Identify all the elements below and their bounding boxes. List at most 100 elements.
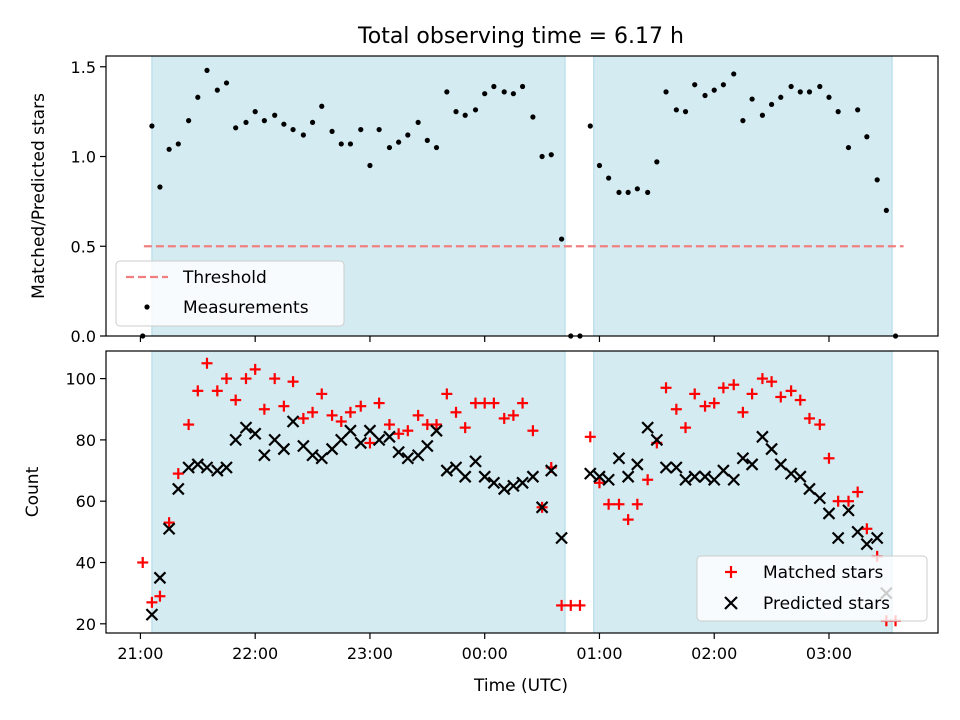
measurement-point — [462, 112, 468, 118]
measurement-point — [634, 186, 640, 192]
matched-star-point — [593, 477, 605, 489]
matched-star-point — [412, 409, 424, 421]
matched-star-point — [746, 388, 758, 400]
matched-star-point — [556, 599, 568, 611]
predicted-star-point — [593, 470, 606, 483]
predicted-star-point — [162, 522, 176, 536]
predicted-star-point — [220, 461, 233, 474]
measurement-point — [769, 101, 775, 108]
measurement-point — [482, 91, 488, 97]
predicted-star-point — [736, 452, 750, 465]
matched-star-point — [240, 373, 252, 385]
matched-star-point — [287, 376, 299, 388]
predicted-star-point — [784, 467, 798, 480]
predicted-star-point — [707, 473, 721, 487]
x-tick-label: 23:00 — [347, 644, 393, 663]
measurement-point — [817, 83, 823, 90]
measurement-point — [338, 141, 344, 147]
measurement-point — [797, 89, 803, 95]
legend-measurements-label: Measurements — [183, 298, 309, 318]
predicted-star-point — [631, 458, 644, 471]
measurement-point — [749, 96, 755, 102]
predicted-star-point — [211, 464, 224, 477]
predicted-star-point — [268, 433, 281, 447]
measurement-point — [424, 137, 430, 143]
matched-star-point — [307, 406, 319, 418]
y-tick-label: 0.5 — [71, 237, 96, 256]
matched-star-point — [737, 406, 749, 418]
measurement-point — [433, 144, 440, 151]
measurement-point — [596, 162, 603, 169]
predicted-star-point — [421, 439, 434, 453]
measurement-point — [874, 177, 880, 183]
predicted-star-point — [401, 452, 415, 465]
matched-star-point — [249, 363, 261, 375]
measurement-point — [347, 141, 354, 147]
ratio-legend-box — [115, 260, 345, 327]
matched-star-point — [728, 379, 740, 391]
count-legend-box — [696, 555, 928, 622]
measurement-point — [720, 82, 727, 88]
predicted-star-point — [870, 531, 884, 545]
ratio-panel-shaded-intervals — [151, 55, 893, 337]
measurement-point — [281, 121, 287, 127]
y-tick-label: 1.5 — [71, 58, 96, 77]
matched-star-point — [756, 373, 768, 385]
count-panel-ticks: 20 40 60 80 100 21:00 22:00 23:00 00:00 01:00 02:0… — [65, 370, 852, 663]
measurement-point — [530, 114, 536, 120]
measurement-point — [501, 89, 507, 95]
matched-star-point — [498, 412, 510, 424]
measurement-point — [692, 82, 698, 88]
legend-matched-label: Matched stars — [763, 563, 883, 583]
predicted-star-point — [803, 482, 816, 496]
measurement-point — [309, 119, 316, 126]
predicted-star-point — [354, 436, 368, 450]
predicted-star-point — [449, 461, 463, 474]
matched-star-point — [631, 498, 643, 510]
measurement-point — [252, 109, 258, 115]
predicted-star-point — [478, 470, 491, 483]
matched-star-point — [172, 468, 184, 480]
measurement-point — [453, 109, 459, 115]
shaded-interval — [593, 55, 893, 337]
measurement-point — [261, 118, 267, 124]
measurement-point — [415, 119, 421, 126]
matched-star-point — [459, 422, 471, 434]
predicted-star-point — [544, 464, 558, 477]
measurement-point — [702, 92, 708, 99]
matched-star-point — [574, 599, 586, 611]
measurement-point — [731, 71, 737, 77]
y-tick-label: 80 — [76, 431, 96, 450]
measurement-point — [444, 89, 450, 95]
measurement-point — [329, 128, 335, 134]
predicted-star-point — [717, 464, 730, 477]
x-tick-label: 03:00 — [806, 644, 852, 663]
matched-star-point — [344, 406, 356, 418]
predicted-star-point — [286, 415, 300, 428]
matched-star-point — [479, 397, 491, 409]
count-panel-legend: Matched stars Predicted stars — [696, 555, 928, 622]
measurement-point — [405, 132, 411, 138]
measurement-point — [616, 189, 622, 196]
predicted-star-point — [794, 470, 807, 483]
x-tick-label: 22:00 — [232, 644, 278, 663]
y-tick-label: 0.0 — [71, 327, 96, 346]
predicted-star-point — [277, 442, 291, 456]
measurement-point — [654, 159, 660, 165]
measurement-point — [606, 175, 612, 181]
matched-star-point — [670, 403, 682, 415]
predicted-star-point — [411, 448, 425, 462]
matched-star-point — [861, 523, 873, 535]
measurement-point — [645, 189, 651, 196]
measurement-point — [826, 94, 832, 100]
matched-star-point — [699, 400, 711, 412]
measurement-point — [223, 80, 230, 86]
measurement-point — [711, 87, 717, 93]
predicted-star-point — [688, 470, 701, 483]
measurement-point — [682, 109, 689, 115]
matched-star-point — [220, 373, 232, 385]
ratio-panel-ylabel: Matched/Predicted stars — [29, 93, 49, 299]
measurement-point — [855, 107, 861, 113]
figure-title: Total observing time = 6.17 h — [357, 24, 684, 49]
predicted-star-point — [430, 424, 443, 437]
